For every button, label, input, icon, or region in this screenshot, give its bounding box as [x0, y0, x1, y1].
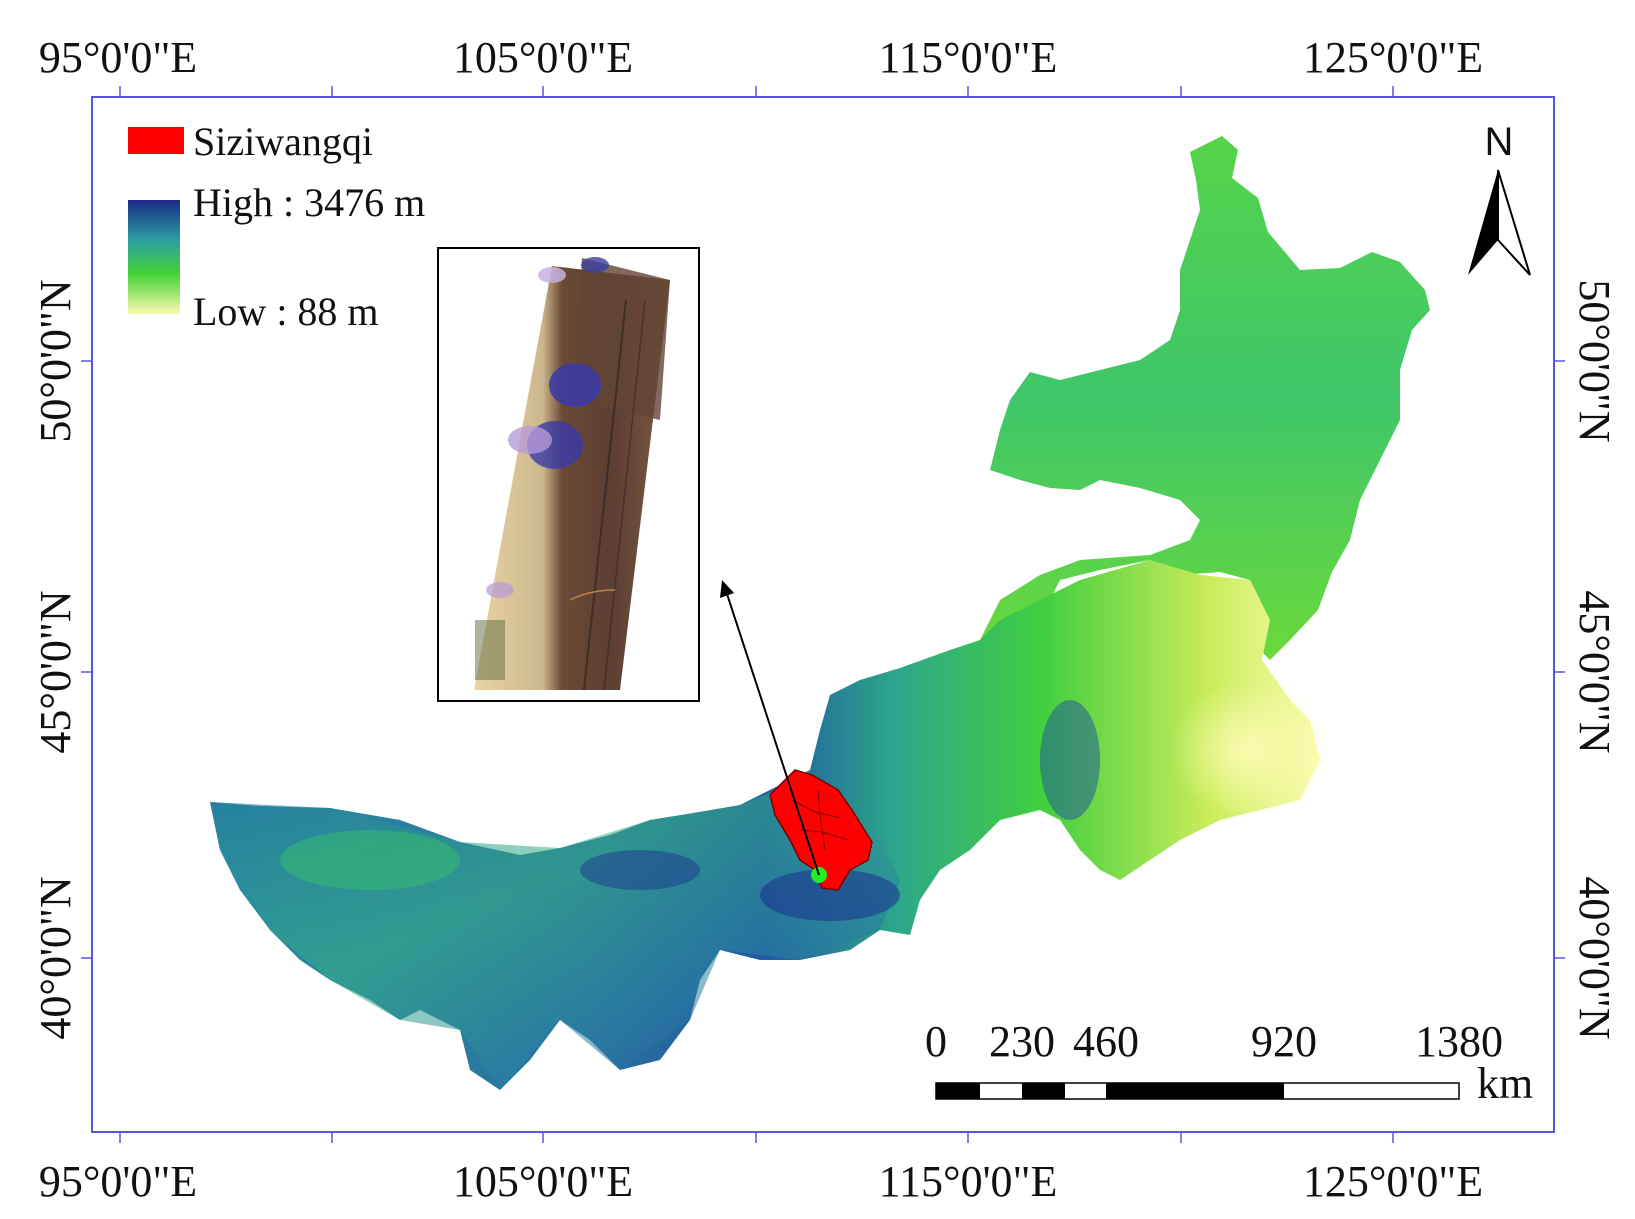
scale-bar: 0 230 460 920 1380 km: [925, 1017, 1533, 1108]
lon-label-bottom-105: 105°0'0"E: [453, 1157, 633, 1206]
north-arrow: N: [1468, 120, 1531, 276]
scale-tick-230: 230: [989, 1017, 1055, 1066]
scale-tick-0: 0: [925, 1017, 947, 1066]
siziwangqi-region: [769, 769, 873, 891]
legend-low-label: Low : 88 m: [193, 289, 379, 334]
legend-elevation-ramp: [128, 200, 180, 314]
map-frame: [91, 96, 1555, 1133]
lat-label-right-40: 40°0'0"N: [1570, 876, 1619, 1039]
scale-tick-1380: 1380: [1415, 1017, 1503, 1066]
graticule-ticks: [81, 86, 1565, 1143]
lon-label-top-95: 95°0'0"E: [39, 33, 197, 82]
scale-tick-920: 920: [1251, 1017, 1317, 1066]
north-arrow-icon: [1468, 169, 1531, 276]
lon-label-top-125: 125°0'0"E: [1303, 33, 1483, 82]
lon-label-bottom-95: 95°0'0"E: [39, 1157, 197, 1206]
lat-label-left-40: 40°0'0"N: [31, 876, 80, 1039]
north-arrow-label: N: [1485, 120, 1514, 164]
legend: Siziwangqi High : 3476 m Low : 88 m: [128, 119, 425, 334]
lat-label-right-45: 45°0'0"N: [1570, 590, 1619, 753]
lat-label-left-45: 45°0'0"N: [31, 590, 80, 753]
scale-tick-460: 460: [1073, 1017, 1139, 1066]
inset-pointer-arrow: [720, 580, 820, 876]
legend-region-label: Siziwangqi: [193, 119, 373, 164]
uav-mosaic-image: [474, 257, 670, 691]
lat-label-right-50: 50°0'0"N: [1570, 279, 1619, 442]
legend-high-label: High : 3476 m: [193, 180, 425, 225]
inner-mongolia-dem: [210, 136, 1430, 1090]
lon-label-top-115: 115°0'0"E: [879, 33, 1058, 82]
inset-image-panel: [437, 247, 700, 702]
scale-unit: km: [1477, 1059, 1533, 1108]
lon-label-bottom-125: 125°0'0"E: [1303, 1157, 1483, 1206]
lon-label-top-105: 105°0'0"E: [453, 33, 633, 82]
siziwangqi-subdivisions: [791, 789, 849, 851]
lat-label-left-50: 50°0'0"N: [31, 279, 80, 442]
lon-label-bottom-115: 115°0'0"E: [879, 1157, 1058, 1206]
legend-region-swatch: [128, 127, 184, 154]
